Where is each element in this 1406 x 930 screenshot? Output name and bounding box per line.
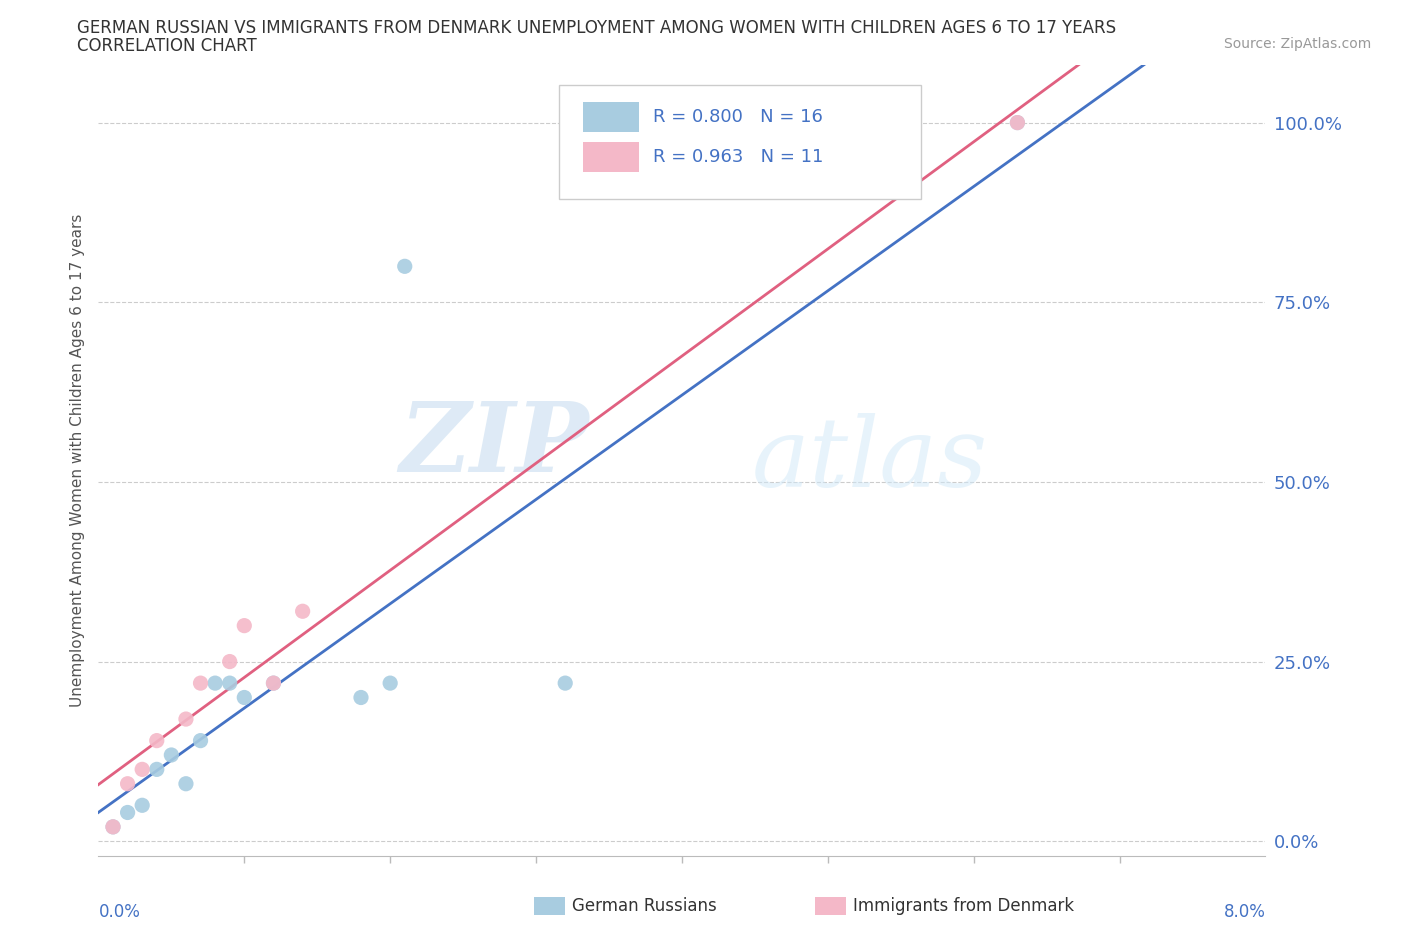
Text: Immigrants from Denmark: Immigrants from Denmark — [853, 897, 1074, 915]
Point — [218, 676, 240, 691]
Point — [262, 676, 284, 691]
FancyBboxPatch shape — [560, 85, 921, 200]
Point — [380, 676, 402, 691]
FancyBboxPatch shape — [582, 141, 638, 172]
Text: R = 0.963   N = 11: R = 0.963 N = 11 — [652, 148, 823, 166]
Point — [117, 805, 139, 820]
Point — [291, 604, 314, 618]
Point — [174, 777, 197, 791]
Point — [190, 733, 212, 748]
Point — [218, 654, 240, 669]
Point — [554, 676, 576, 691]
Text: CORRELATION CHART: CORRELATION CHART — [77, 37, 257, 55]
Point — [117, 777, 139, 791]
Text: atlas: atlas — [752, 413, 988, 508]
Y-axis label: Unemployment Among Women with Children Ages 6 to 17 years: Unemployment Among Women with Children A… — [69, 214, 84, 707]
Point — [146, 733, 169, 748]
Text: R = 0.800   N = 16: R = 0.800 N = 16 — [652, 108, 823, 126]
Point — [190, 676, 212, 691]
Point — [160, 748, 183, 763]
Point — [1007, 115, 1029, 130]
Point — [262, 676, 284, 691]
Point — [394, 259, 416, 273]
Text: 8.0%: 8.0% — [1223, 903, 1265, 921]
Point — [131, 798, 153, 813]
Point — [350, 690, 373, 705]
Text: Source: ZipAtlas.com: Source: ZipAtlas.com — [1223, 37, 1371, 51]
Point — [101, 819, 124, 834]
Text: GERMAN RUSSIAN VS IMMIGRANTS FROM DENMARK UNEMPLOYMENT AMONG WOMEN WITH CHILDREN: GERMAN RUSSIAN VS IMMIGRANTS FROM DENMAR… — [77, 19, 1116, 36]
Point — [131, 762, 153, 777]
Text: 0.0%: 0.0% — [98, 903, 141, 921]
Text: German Russians: German Russians — [572, 897, 717, 915]
Point — [174, 711, 197, 726]
Point — [101, 819, 124, 834]
Point — [233, 690, 256, 705]
Text: ZIP: ZIP — [399, 397, 589, 492]
Point — [146, 762, 169, 777]
Point — [204, 676, 226, 691]
Point — [1007, 115, 1029, 130]
Point — [233, 618, 256, 633]
FancyBboxPatch shape — [582, 102, 638, 132]
